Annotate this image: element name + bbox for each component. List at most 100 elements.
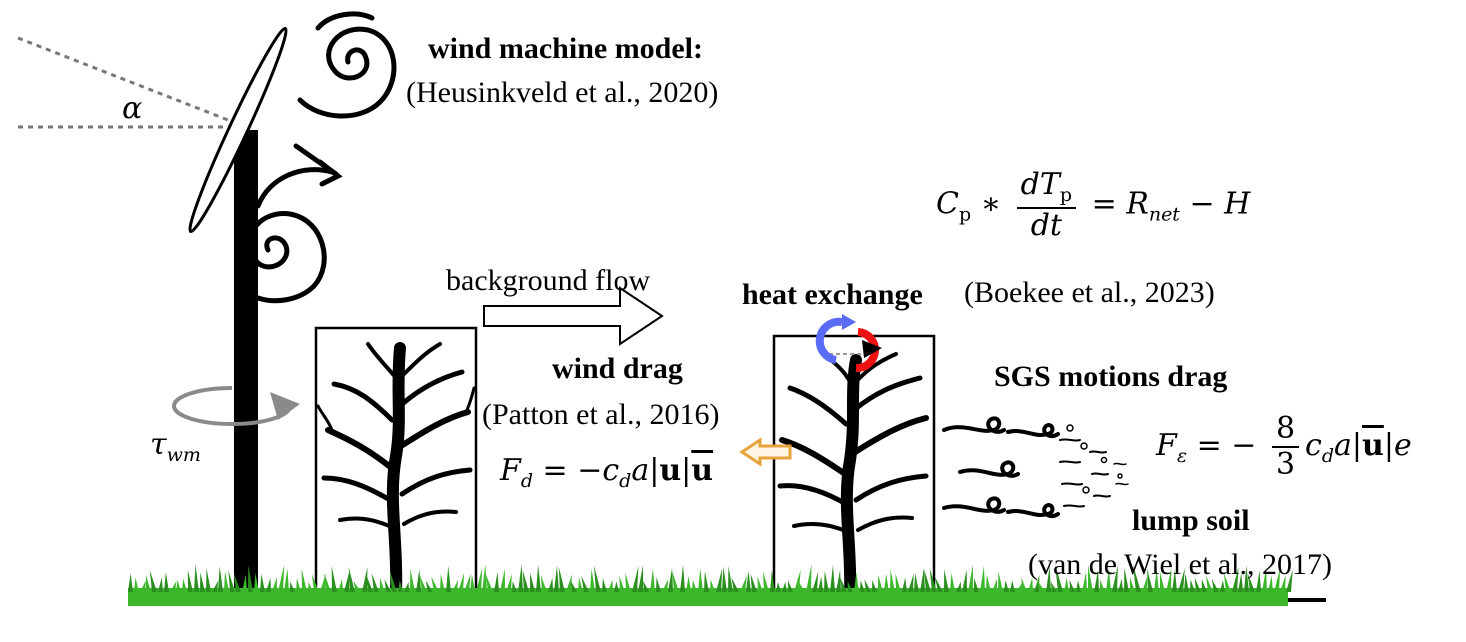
grass-blade xyxy=(594,565,601,592)
heat-exchange-ref: (Boekee et al., 2023) xyxy=(964,276,1215,309)
grass-blade xyxy=(566,574,572,592)
rotor-angle-lines xyxy=(17,36,229,129)
torque-sub: wm xyxy=(166,444,201,466)
eq-fd-f-sub: d xyxy=(520,470,533,492)
grass-blade xyxy=(398,580,403,592)
grass-blade xyxy=(1055,564,1063,592)
eq-fs-c: c xyxy=(1305,428,1322,463)
grass-blade xyxy=(1244,565,1249,592)
grass-blade xyxy=(1004,580,1009,592)
grass-blade xyxy=(854,572,859,592)
grass-blade xyxy=(924,568,931,592)
grass-blade xyxy=(272,577,277,592)
grass-blade xyxy=(672,571,679,592)
grass-blade xyxy=(1094,570,1099,592)
grass-blade xyxy=(331,565,337,592)
grass-blade xyxy=(944,568,949,592)
grass-strip xyxy=(128,564,1293,606)
grass-blade xyxy=(1211,578,1219,592)
sgs-force-equation: Fε = − 8 3 cda|u|e xyxy=(1156,411,1412,482)
heat-exchange-label: heat exchange xyxy=(742,278,923,311)
grass-blade xyxy=(1232,566,1239,592)
grass-blade xyxy=(1124,567,1129,592)
lump-soil-ref: (van de Wiel et al., 2017) xyxy=(1028,548,1332,581)
grass-blade xyxy=(1154,569,1159,592)
grass-blade xyxy=(324,573,331,592)
grass-blade xyxy=(806,564,812,592)
grass-blade xyxy=(830,564,835,592)
grass-blade xyxy=(968,564,973,592)
eq-hb-op: ∗ xyxy=(980,186,1002,222)
bare-tree-right-icon xyxy=(777,352,929,602)
grass-blade xyxy=(914,573,919,592)
eq-fd-u: u xyxy=(659,453,682,488)
grass-blade xyxy=(170,581,177,592)
grass-blade xyxy=(311,574,319,592)
grass-blade xyxy=(590,568,595,592)
grass-blade xyxy=(782,581,787,592)
grass-blade xyxy=(425,580,433,592)
grass-blade xyxy=(680,564,685,592)
eq-hb-den: dt xyxy=(1030,208,1062,243)
eq-hb-c: C xyxy=(936,186,959,222)
grass-blade xyxy=(740,575,747,592)
grass-blade xyxy=(1142,576,1148,592)
eq-fs-f-sub: ε xyxy=(1176,445,1188,467)
grass-blade xyxy=(722,566,727,592)
eq-fs-eq: = − xyxy=(1196,428,1257,463)
grass-blade xyxy=(650,568,655,592)
eq-fd-ubar: u xyxy=(691,453,714,488)
grass-blade xyxy=(1247,573,1255,592)
grass-blade xyxy=(506,574,512,592)
grass-blade xyxy=(872,579,877,592)
eq-fd-eq: = −c xyxy=(542,453,620,488)
grass-blade xyxy=(260,573,265,592)
grass-blade xyxy=(379,577,385,592)
grass-blade xyxy=(554,565,559,592)
wind-machine-mast xyxy=(234,130,258,590)
grass-blade xyxy=(1106,568,1111,592)
eq-hb-fraction: dTp dt xyxy=(1016,170,1077,243)
grass-blade xyxy=(296,578,301,592)
grass-blade xyxy=(716,568,723,592)
grass-blade xyxy=(668,567,673,592)
eq-hb-rhs: = R xyxy=(1091,186,1149,222)
grass-blade xyxy=(950,573,955,592)
heat-exchange-icon xyxy=(815,314,882,373)
grass-blade xyxy=(242,574,247,592)
grass-blade xyxy=(212,580,219,592)
wind-drag-ref: (Patton et al., 2016) xyxy=(482,398,720,431)
grass-blade xyxy=(128,573,133,592)
grass-blade xyxy=(389,570,397,592)
grass-blade xyxy=(1028,577,1033,592)
grass-blade xyxy=(452,579,458,592)
grass-blade xyxy=(763,571,769,592)
grass-blade xyxy=(710,579,715,592)
grass-blade xyxy=(581,576,589,592)
grass-blade xyxy=(476,567,483,592)
grass-blade xyxy=(929,568,937,592)
grass-blade xyxy=(1100,579,1105,592)
drag-arrow-icon xyxy=(739,437,792,467)
grass-blade xyxy=(353,580,361,592)
grass-blade xyxy=(878,574,883,592)
grass-blade xyxy=(728,566,733,592)
grass-blade xyxy=(512,581,517,592)
small-eddy-icon xyxy=(942,416,1129,519)
grass-blade xyxy=(158,577,163,592)
grass-blade xyxy=(980,565,985,592)
eq-fs-fraction: 8 3 xyxy=(1271,414,1300,480)
grass-blade xyxy=(1190,579,1195,592)
grass-blade xyxy=(632,566,639,592)
grass-blade xyxy=(344,570,350,592)
grass-blade xyxy=(625,573,631,592)
grass-blade xyxy=(500,568,505,592)
grass-blade xyxy=(176,579,181,592)
spiral-vortex-lower-icon xyxy=(247,167,335,304)
grass-blade xyxy=(200,572,205,592)
grass-blade xyxy=(278,564,285,592)
grass-blade xyxy=(182,578,187,592)
grass-blade xyxy=(992,578,997,592)
eq-fs-c-sub: d xyxy=(1321,445,1335,467)
grass-blade xyxy=(962,569,967,592)
